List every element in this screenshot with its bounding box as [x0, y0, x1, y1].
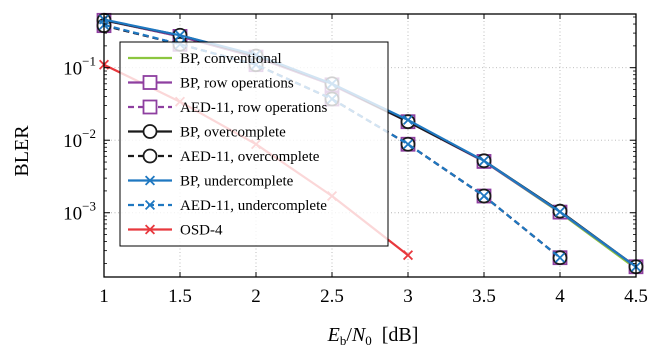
x-tick-label: 4	[555, 286, 565, 307]
y-tick-label: 10−2	[63, 126, 96, 152]
x-tick-label: 3	[403, 286, 413, 307]
legend-entry: BP, undercomplete	[128, 174, 294, 190]
legend-marker	[142, 99, 158, 115]
data-point	[402, 139, 414, 150]
legend-label: AED-11, undercomplete	[180, 198, 327, 214]
data-point	[174, 30, 186, 41]
legend-marker	[142, 75, 158, 90]
x-tick-label: 2	[251, 286, 261, 307]
data-point	[402, 114, 414, 126]
legend-entry: BP, row operations	[128, 75, 294, 92]
legend-marker	[144, 224, 156, 235]
legend-entry: BP, overcomplete	[128, 124, 286, 141]
x-tick-label: 1	[99, 286, 109, 307]
x-tick-label: 4.5	[624, 286, 648, 307]
legend-label: AED-11, overcomplete	[180, 149, 320, 165]
x-tick-label: 2.5	[320, 286, 344, 307]
data-point	[478, 155, 490, 166]
x-axis-label: Eb/N0 [dB]	[327, 324, 419, 348]
legend-marker	[144, 175, 156, 186]
y-tick-label: 10−3	[63, 199, 96, 225]
plot-frame	[103, 13, 637, 278]
legend: BP, conventional BP, row operations AED-11…	[119, 41, 389, 247]
data-point	[554, 206, 566, 217]
legend-label: BP, conventional	[180, 51, 282, 67]
data-point	[478, 190, 490, 202]
legend-box	[119, 41, 389, 247]
legend-marker	[142, 148, 158, 164]
legend-entry: AED-11, undercomplete	[128, 198, 327, 214]
legend-entry: BP, conventional	[128, 51, 282, 67]
y-axis-label: BLER	[11, 125, 33, 177]
ticks	[103, 14, 637, 277]
legend-label: BP, overcomplete	[180, 125, 286, 141]
legend-entry: AED-11, row operations	[128, 99, 327, 116]
x-tick-label: 3.5	[472, 286, 496, 307]
legend-entry: OSD-4	[128, 223, 223, 239]
legend-label: OSD-4	[180, 223, 223, 239]
legend-label: BP, row operations	[180, 76, 294, 92]
legend-label: BP, undercomplete	[180, 174, 294, 190]
y-tick-label: 10−1	[63, 54, 96, 80]
x-tick-label: 1.5	[168, 286, 192, 307]
legend-label: AED-11, row operations	[180, 100, 327, 116]
legend-entry: AED-11, overcomplete	[128, 148, 320, 165]
legend-marker	[142, 124, 158, 139]
data-point	[402, 250, 414, 261]
tick-labels: 1 1.5 2 2.5 3 3.5 4 4.5 10−1 10−2 10−3	[63, 54, 648, 307]
data-point	[554, 252, 566, 263]
legend-marker	[144, 199, 156, 211]
